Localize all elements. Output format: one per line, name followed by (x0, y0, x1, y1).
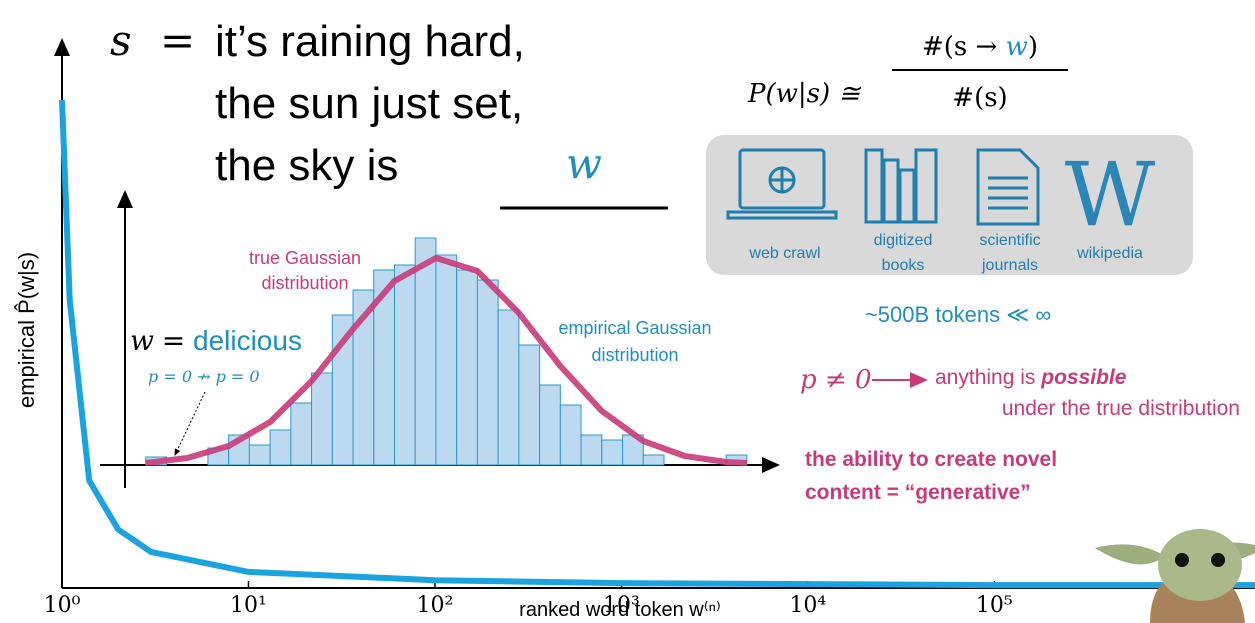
y-axis-label: empirical P̂(w|s) (14, 252, 39, 408)
prompt-line: the sky is (215, 141, 398, 190)
hist-bar (291, 403, 312, 465)
var: w (130, 324, 154, 357)
annotation: true Gaussian (249, 248, 361, 268)
annotation: empirical Gaussian (558, 318, 711, 338)
hist-bar (436, 255, 457, 465)
hist-bar (415, 238, 436, 465)
hist-bar (498, 310, 519, 465)
num: ) (1028, 32, 1038, 62)
hist-bar (312, 373, 333, 465)
source-label: digitized (874, 232, 933, 249)
source-label: web crawl (748, 245, 820, 262)
wiki-icon: W (1065, 143, 1156, 246)
hist-bar (581, 435, 602, 465)
source-label: journals (981, 257, 1038, 274)
formula-numerator: #(s → w) (922, 32, 1038, 62)
possible-line2: under the true distribution (1002, 397, 1240, 420)
hist-bar (394, 265, 415, 465)
cond: p ≠ 0 (800, 365, 872, 395)
prompt-line: the sun just set, (215, 79, 523, 128)
x-axis-label: ranked word token w⁽ⁿ⁾ (519, 599, 721, 621)
hist-bar (519, 345, 540, 465)
annotation: distribution (261, 273, 348, 293)
value: delicious (193, 325, 302, 356)
prompt-var: s (110, 16, 132, 65)
tokens: ~500B tokens ≪ ∞ (865, 302, 1051, 327)
x-tick-label: 10² (417, 593, 454, 618)
possible-text: anything is possible (935, 366, 1127, 389)
hist-bar (477, 280, 498, 465)
eq: = (162, 324, 185, 357)
hist-bar (602, 440, 623, 465)
annotation: distribution (591, 345, 678, 365)
slide: 10⁰10¹10²10³10⁴10⁵ ranked word token w⁽ⁿ… (0, 0, 1255, 623)
num-var: w (1006, 32, 1028, 62)
formula-denominator: #(s) (952, 83, 1007, 113)
prob-note: p = 0 ↛ p = 0 (148, 367, 260, 386)
prompt-blank: w (566, 139, 602, 188)
hist-bar (560, 405, 581, 465)
character (1095, 529, 1255, 623)
emph: possible (1040, 366, 1127, 389)
source-label: scientific (979, 232, 1040, 249)
x-tick-label: 10¹ (230, 593, 267, 618)
hist-bar (540, 385, 561, 465)
formula-lhs: P(w|s) ≅ (747, 79, 861, 109)
hist-bar (643, 455, 664, 465)
pointer (175, 392, 205, 455)
prompt-line: it’s raining hard, (215, 17, 525, 66)
hist-bar (457, 270, 478, 465)
prompt-eq: = (160, 16, 195, 65)
hist-bar (270, 430, 291, 465)
x-tick-label: 10⁵ (976, 593, 1013, 618)
generative: content = “generative” (805, 481, 1031, 504)
x-tick-label: 10⁴ (789, 593, 826, 618)
source-label: books (882, 257, 925, 274)
word: w = delicious (130, 324, 302, 357)
hist-bar (249, 445, 270, 465)
text: anything is (935, 366, 1035, 389)
generative: the ability to create novel (805, 448, 1057, 471)
num: #(s → (922, 32, 997, 62)
x-tick-label: 10⁰ (44, 593, 81, 618)
source-label: wikipedia (1076, 245, 1143, 262)
